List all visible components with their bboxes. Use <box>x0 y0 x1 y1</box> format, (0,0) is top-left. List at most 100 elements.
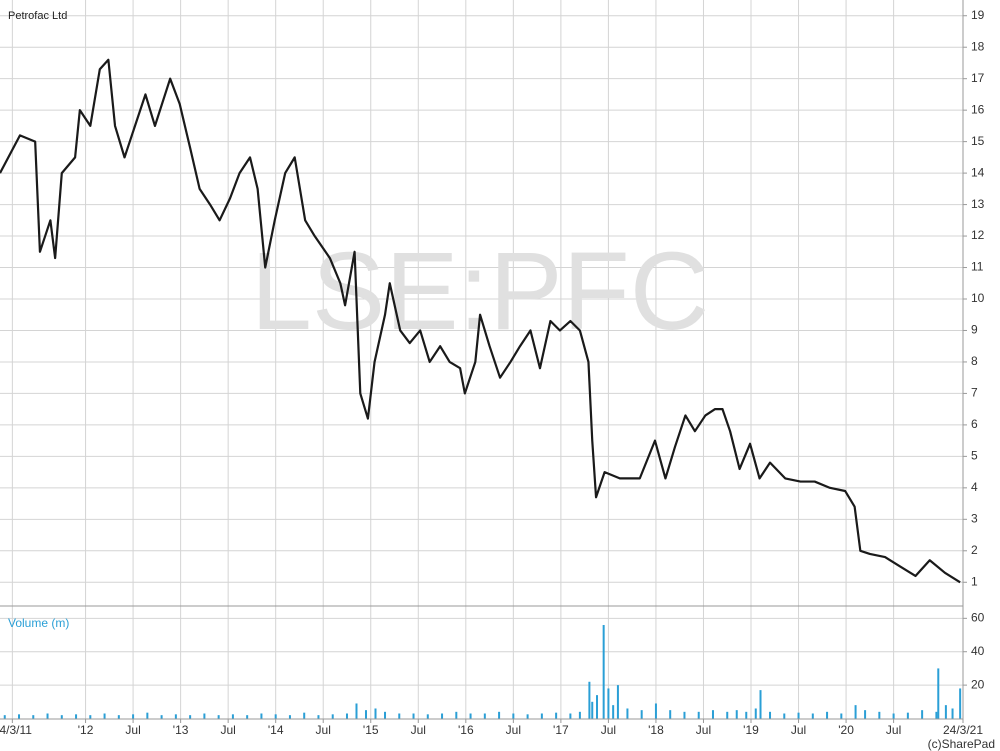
y-tick-label: 2 <box>971 543 978 557</box>
volume-bar <box>711 710 714 719</box>
volume-bar <box>455 711 458 719</box>
volume-bar <box>878 711 881 719</box>
x-tick-label: Jul <box>411 723 426 737</box>
watermark: LSE:PFC <box>251 230 709 353</box>
volume-bar <box>303 712 306 719</box>
volume-bar <box>117 715 120 719</box>
x-tick-label: '17 <box>553 723 569 737</box>
volume-bar <box>616 685 619 719</box>
volume-bar <box>602 625 605 719</box>
x-tick-label: '14 <box>268 723 284 737</box>
y-tick-label: 11 <box>971 260 984 274</box>
credit: (c)SharePad <box>928 737 995 751</box>
x-tick-label: Jul <box>886 723 901 737</box>
volume-bar <box>483 713 486 719</box>
y-tick-label: 17 <box>971 71 985 85</box>
volume-bar <box>75 714 78 719</box>
volume-bar <box>626 708 629 719</box>
volume-bar <box>89 715 92 719</box>
volume-bar <box>578 711 581 719</box>
volume-bar <box>426 714 429 719</box>
volume-title: Volume (m) <box>8 616 69 630</box>
volume-bar <box>745 711 748 719</box>
volume-bar <box>612 705 615 719</box>
volume-bar <box>769 711 772 719</box>
volume-bar <box>217 715 220 719</box>
volume-bar <box>32 715 35 719</box>
volume-bar <box>246 715 249 719</box>
x-tick-label: Jul <box>125 723 140 737</box>
volume-bar <box>697 711 700 719</box>
volume-bar <box>374 708 377 719</box>
volume-bar <box>189 715 192 719</box>
volume-bar <box>759 690 762 719</box>
y-tick-label: 12 <box>971 228 985 242</box>
volume-bar <box>864 710 867 719</box>
volume-bar <box>826 711 829 719</box>
volume-bar <box>555 712 558 719</box>
y-tick-label: 1 <box>971 574 978 588</box>
x-tick-label: Jul <box>601 723 616 737</box>
volume-bar <box>60 715 63 719</box>
volume-bar <box>231 714 234 719</box>
volume-bar <box>288 715 291 719</box>
x-tick-label: Jul <box>791 723 806 737</box>
volume-bar <box>654 703 657 719</box>
volume-bar <box>364 710 367 719</box>
volume-bar <box>726 711 729 719</box>
y-tick-label: 15 <box>971 134 985 148</box>
volume-bar <box>512 713 515 719</box>
y-tick-label: 8 <box>971 354 978 368</box>
x-tick-label: '15 <box>363 723 379 737</box>
x-tick-label: Jul <box>506 723 521 737</box>
y-tick-label: 40 <box>971 644 985 658</box>
price-line <box>0 58 961 584</box>
volume-bar <box>398 713 401 719</box>
x-tick-label: '19 <box>743 723 759 737</box>
y-tick-label: 6 <box>971 417 978 431</box>
x-tick-label: Jul <box>220 723 235 737</box>
volume-bar <box>906 712 909 719</box>
volume-bar <box>683 711 686 719</box>
volume-bar <box>345 713 348 719</box>
y-tick-label: 16 <box>971 102 985 116</box>
y-tick-label: 10 <box>971 291 985 305</box>
volume-bar <box>783 713 786 719</box>
x-tick-label: 24/3/11 <box>0 723 32 737</box>
volume-bar <box>331 714 334 719</box>
volume-bar <box>274 714 277 719</box>
y-tick-label: 14 <box>971 165 985 179</box>
y-tick-label: 7 <box>971 386 978 400</box>
volume-bar <box>3 715 6 719</box>
y-tick-label: 5 <box>971 449 978 463</box>
volume-bar <box>174 714 177 719</box>
volume-bar <box>937 668 940 719</box>
volume-bar <box>840 713 843 719</box>
y-tick-label: 4 <box>971 480 978 494</box>
x-tick-label: 24/3/21 <box>943 723 983 737</box>
volume-bar <box>959 688 962 719</box>
volume-bar <box>892 713 895 719</box>
volume-bar <box>588 681 591 719</box>
volume-bar <box>591 701 594 719</box>
y-tick-label: 3 <box>971 511 978 525</box>
volume-bar <box>412 713 415 719</box>
volume-bar <box>944 705 947 719</box>
volume-bar <box>640 710 643 719</box>
x-tick-label: '13 <box>173 723 189 737</box>
chart-title: Petrofac Ltd <box>8 10 67 22</box>
volume-bar <box>754 708 757 719</box>
volume-bar <box>203 713 206 719</box>
volume-bar <box>441 713 444 719</box>
x-tick-label: '12 <box>78 723 94 737</box>
volume-bar <box>469 713 472 719</box>
x-tick-label: Jul <box>316 723 331 737</box>
volume-bar <box>797 712 800 719</box>
y-tick-label: 13 <box>971 197 985 211</box>
y-tick-label: 9 <box>971 323 978 337</box>
volume-bar <box>317 715 320 719</box>
volume-bar <box>540 713 543 719</box>
volume-bar <box>596 695 599 719</box>
volume-bar <box>935 711 938 719</box>
volume-bar <box>103 713 106 719</box>
